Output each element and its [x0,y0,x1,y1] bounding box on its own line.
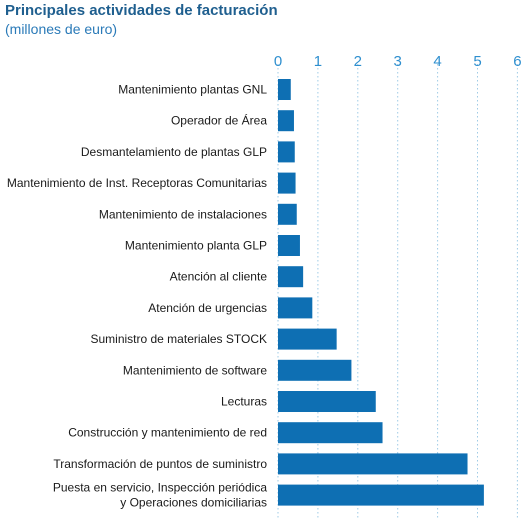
category-label: Lecturas [221,395,267,409]
x-tick-label: 4 [433,53,441,70]
x-tick-label: 5 [473,53,481,70]
bar [278,79,291,100]
bar [278,141,295,163]
category-label: Mantenimiento de software [123,363,267,377]
category-label: Suministro de materiales STOCK [90,332,267,346]
category-label: Puesta en servicio, Inspección periódica [53,481,267,495]
bar [278,484,484,506]
bar [278,172,296,194]
bar [278,391,376,412]
category-label: Desmantelamiento de plantas GLP [81,145,267,159]
x-tick-label: 1 [314,53,322,70]
x-tick-label: 3 [394,53,402,70]
category-label: Mantenimiento planta GLP [125,239,267,253]
category-labels: Mantenimiento plantas GNL Operador de Áre… [7,83,267,510]
category-label: Mantenimiento plantas GNL [118,83,267,97]
category-label: y Operaciones domiciliarias [120,496,267,510]
grid-lines [277,64,518,520]
bar [278,359,352,381]
category-label: Mantenimiento de Inst. Receptoras Comuni… [7,176,267,190]
category-label: Operador de Área [171,113,267,128]
chart-title: Principales actividades de facturación [5,2,278,19]
category-label: Mantenimiento de instalaciones [99,207,267,221]
category-label: Atención al cliente [170,270,268,284]
bar [278,266,304,288]
bar [278,422,383,444]
bar [278,328,337,350]
chart-subtitle: (millones de euro) [5,21,118,37]
x-tick-label: 2 [354,53,362,70]
bar [278,453,468,475]
category-label: Atención de urgencias [148,301,267,315]
bar [278,203,297,225]
bars [278,79,484,506]
bar [278,297,313,319]
category-label: Transformación de puntos de suministro [53,457,267,471]
x-axis-ticks: 0 1 2 3 4 5 6 [274,53,522,70]
x-tick-label: 0 [274,53,282,70]
x-tick-label: 6 [513,53,521,70]
bar [278,235,300,256]
category-label: Construcción y mantenimiento de red [68,426,267,440]
bar [278,110,294,132]
